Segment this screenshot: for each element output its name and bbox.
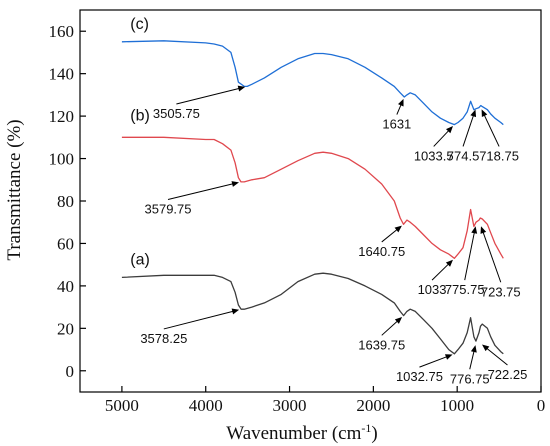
annotation-arrowhead bbox=[480, 226, 487, 234]
series-label-b: (b) bbox=[130, 107, 150, 124]
annotation-arrow bbox=[163, 310, 235, 330]
annotation-arrowhead bbox=[231, 181, 240, 187]
series-label-c: (c) bbox=[130, 16, 149, 33]
annotation-label: 1033.5 bbox=[414, 148, 454, 163]
y-tick-label: 80 bbox=[57, 192, 74, 211]
x-tick-label: 5000 bbox=[105, 396, 139, 415]
x-tick-label: 4000 bbox=[189, 396, 223, 415]
annotation-arrow bbox=[482, 230, 502, 283]
series-line-a bbox=[121, 272, 504, 355]
x-tick-label: 2000 bbox=[356, 396, 390, 415]
annotation-arrow bbox=[396, 103, 403, 115]
y-tick-label: 160 bbox=[49, 22, 75, 41]
x-tick-label: 3000 bbox=[273, 396, 307, 415]
annotation-label: 3505.75 bbox=[153, 106, 200, 121]
annotation-arrowhead bbox=[398, 98, 404, 107]
annotation-arrow bbox=[462, 114, 475, 147]
axis-ticks: 5000 4000 3000 2000 1000 0 0 20 40 60 80 100 120 140 1… bbox=[49, 22, 546, 415]
axis-titles: Wavenumber (cm-1) Transmittance (%) bbox=[4, 119, 378, 444]
series-line-b bbox=[121, 136, 504, 259]
annotation-label: 3578.25 bbox=[140, 331, 187, 346]
y-tick-label: 20 bbox=[57, 319, 74, 338]
annotation-label: 775.75 bbox=[445, 282, 485, 297]
annotation-arrow bbox=[381, 319, 399, 336]
annotation-label: 1033 bbox=[418, 282, 447, 297]
annotation-arrow bbox=[433, 129, 450, 147]
annotation-arrow bbox=[483, 113, 500, 147]
y-tick-label: 40 bbox=[57, 277, 74, 296]
annotation-arrowhead bbox=[394, 225, 402, 233]
annotation-arrow bbox=[167, 183, 235, 200]
annotation-arrowhead bbox=[445, 259, 453, 267]
annotation-arrowhead bbox=[470, 345, 477, 353]
annotation-arrowhead bbox=[482, 344, 490, 352]
annotation-arrowhead bbox=[481, 109, 488, 118]
x-tick-label: 1000 bbox=[440, 396, 474, 415]
annotation-arrow bbox=[464, 231, 476, 281]
series-label-a: (a) bbox=[130, 252, 150, 269]
annotation-label: 718.75 bbox=[479, 148, 519, 163]
annotation-label: 722.25 bbox=[488, 367, 528, 382]
annotation-arrow bbox=[485, 347, 508, 366]
annotation-arrow bbox=[176, 87, 241, 105]
annotation-arrow bbox=[431, 262, 450, 281]
annotation-arrow bbox=[381, 228, 399, 243]
annotation-arrow bbox=[419, 355, 449, 368]
y-tick-label: 140 bbox=[49, 65, 75, 84]
y-tick-label: 0 bbox=[66, 362, 75, 381]
annotation-label: 3579.75 bbox=[145, 201, 192, 216]
annotation-arrowhead bbox=[231, 308, 240, 315]
annotation-label: 1640.75 bbox=[358, 244, 405, 259]
annotation-arrowhead bbox=[446, 126, 453, 134]
annotation-label: 1639.75 bbox=[358, 337, 405, 352]
annotation-label: 1631 bbox=[382, 117, 411, 132]
annotation-arrowhead bbox=[394, 316, 403, 324]
x-tick-label: 0 bbox=[537, 396, 546, 415]
y-tick-label: 120 bbox=[49, 107, 75, 126]
annotation-label: 723.75 bbox=[481, 284, 521, 299]
x-axis-title: Wavenumber (cm-1) bbox=[226, 421, 377, 444]
annotation-arrowhead bbox=[471, 226, 478, 234]
y-tick-label: 60 bbox=[57, 234, 74, 253]
series-layer: (a) (b) (c) bbox=[121, 16, 504, 355]
annotation-arrowhead bbox=[237, 85, 246, 92]
series-line-c bbox=[121, 40, 504, 126]
annotation-label: 774.5 bbox=[447, 148, 480, 163]
y-axis-title: Transmittance (%) bbox=[4, 119, 25, 260]
y-tick-label: 100 bbox=[49, 150, 75, 169]
annotation-arrowhead bbox=[470, 109, 477, 118]
annotation-label: 1032.75 bbox=[396, 369, 443, 384]
annotation-label: 776.75 bbox=[450, 371, 490, 386]
annotation-arrowhead bbox=[444, 354, 453, 360]
annotation-arrow bbox=[469, 349, 475, 370]
